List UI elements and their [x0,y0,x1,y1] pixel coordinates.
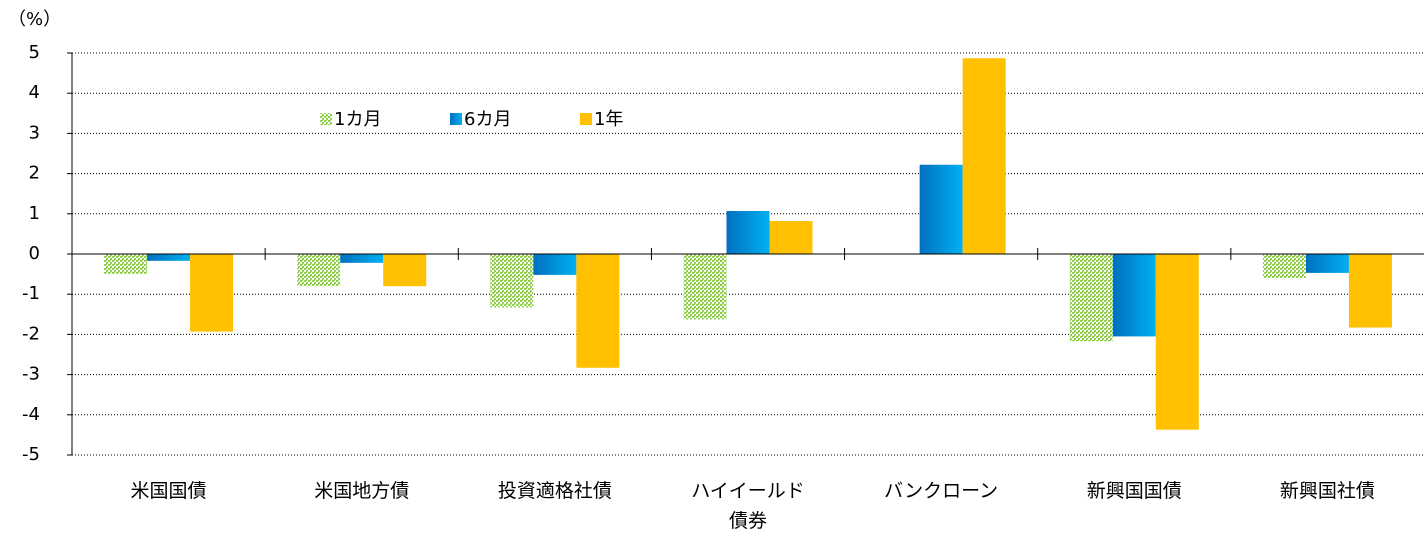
bar [190,254,234,332]
bar [383,254,427,287]
bar [1155,254,1199,430]
legend-swatch [450,113,462,125]
y-tick-label: -3 [22,364,40,385]
bar [147,254,191,261]
x-tick-label: バンクローン [884,480,999,502]
x-tick-label: 米国国債 [130,480,207,502]
x-tick-label: 米国地方債 [314,480,410,502]
bar [919,164,963,254]
y-axis-label: （%） [8,9,61,30]
y-tick-label: 0 [29,243,40,264]
y-tick-label: 2 [29,163,40,184]
bar [1348,254,1392,328]
bar [104,254,148,275]
bar [683,254,727,320]
y-tick-label: -1 [22,283,40,304]
y-tick-label: -4 [22,404,40,425]
bar [1069,254,1113,342]
x-tick-label: 新興国社債 [1279,480,1375,502]
y-tick-label: 1 [29,203,40,224]
x-tick-label: 新興国国債 [1086,480,1182,502]
x-tick-label: ハイイールド 債券 [691,480,805,532]
y-tick-label: 4 [29,82,40,103]
bar [769,221,813,254]
bar [726,210,770,254]
bar [1305,254,1349,273]
y-tick-label: 3 [29,122,40,143]
bar [962,58,1006,255]
bar [340,254,384,263]
bar [576,254,620,368]
y-tick-label: -2 [22,323,40,344]
bar [1112,254,1156,337]
legend-label: 1年#ffc000 [594,109,623,130]
bar [297,254,341,287]
bar [1262,254,1306,279]
y-tick-label: 5 [29,42,40,63]
legend-swatch [580,113,592,125]
bar [533,254,577,275]
bar [490,254,534,308]
legend-label: 6カ月#0070c0 [464,109,511,130]
x-tick-label: 投資適格社債 [497,480,612,502]
legend-label: 1カ月#92d050 [334,109,381,130]
legend-swatch [320,113,332,125]
y-tick-label: -5 [22,444,40,465]
